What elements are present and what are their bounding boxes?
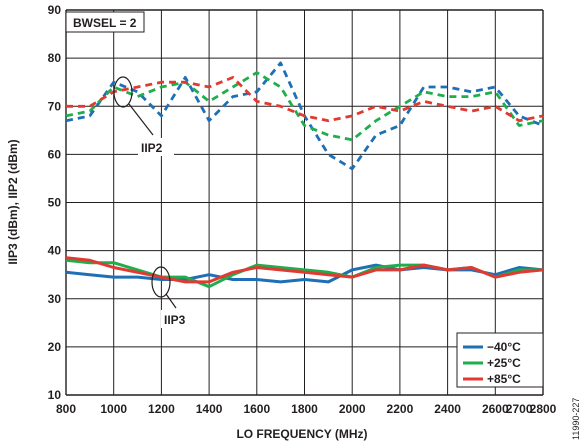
iip3-callout-leader — [165, 293, 177, 309]
y-tick-label: 50 — [48, 196, 62, 210]
iip3-callout-ellipse — [151, 266, 171, 298]
series-line-p25-iip2 — [65, 71, 544, 142]
x-axis-title: LO FREQUENCY (MHz) — [236, 427, 367, 441]
x-tick-label: 1600 — [243, 402, 270, 416]
legend: −40°C +25°C +85°C — [456, 332, 544, 388]
x-tick-label: 1200 — [148, 402, 175, 416]
iip3-label: IIP3 — [164, 313, 186, 327]
condition-label-frame — [65, 11, 145, 33]
iip2-annotation: IIP2 — [113, 76, 174, 156]
iip2-callout-ellipse — [113, 76, 133, 108]
x-tick-label: 2000 — [339, 402, 366, 416]
legend-label: −40°C — [487, 340, 521, 354]
iip2-label-bg — [138, 138, 174, 156]
x-tick-label: 1800 — [291, 402, 318, 416]
series-line-p85-iip2 — [66, 76, 544, 123]
series-layer — [65, 61, 544, 289]
y-tick-label: 80 — [48, 51, 62, 65]
y-tick-label: 20 — [48, 340, 62, 354]
legend-label: +25°C — [487, 356, 521, 370]
figure-id: 11990-227 — [571, 398, 581, 440]
x-tick-label: 800 — [56, 402, 76, 416]
iip2-callout-leader — [128, 103, 154, 136]
condition-label-box: BWSEL = 2 — [65, 11, 145, 33]
condition-label: BWSEL = 2 — [73, 16, 137, 30]
x-tick-label: 2700 — [506, 402, 533, 416]
y-tick-label: 70 — [48, 99, 62, 113]
grid-layer — [65, 9, 544, 396]
x-tick-label: 2800 — [530, 402, 557, 416]
series-line-p85-iip3 — [65, 256, 544, 284]
y-tick-label: 60 — [48, 147, 62, 161]
x-tick-label: 1000 — [100, 402, 127, 416]
y-tick-label: 30 — [48, 292, 62, 306]
x-tick-labels: 800 1000 1200 1400 1600 1800 2000 2200 2400 26002… — [56, 402, 557, 416]
y-tick-labels: 10 20 30 40 50 60 70 80 90 — [48, 3, 62, 402]
x-tick-label: 1400 — [196, 402, 223, 416]
y-tick-label: 10 — [48, 388, 62, 402]
iip3-annotation: IIP3 — [151, 266, 199, 328]
x-tick-label: 2600 — [482, 402, 509, 416]
y-tick-label: 90 — [48, 3, 62, 17]
series-line-m40-iip3 — [65, 263, 544, 284]
iip3-label-bg — [161, 310, 199, 328]
y-axis-title: IIP3 (dBm), IIP2 (dBm) — [6, 139, 20, 264]
y-tick-label: 40 — [48, 244, 62, 258]
x-tick-label: 2400 — [434, 402, 461, 416]
x-tick-label: 2200 — [387, 402, 414, 416]
legend-label: +85°C — [487, 372, 521, 386]
iip2-label: IIP2 — [141, 141, 163, 155]
